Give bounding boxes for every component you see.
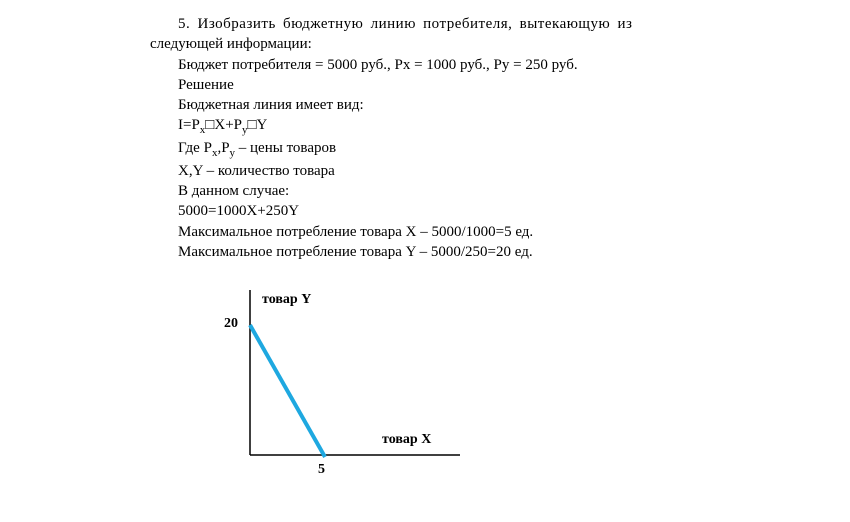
y-tick-20: 20: [224, 316, 238, 332]
formula-part-a: I=P: [178, 117, 200, 133]
solution-line-5: В данном случае:: [150, 181, 780, 201]
given-data: Бюджет потребителя = 5000 руб., Рх = 100…: [150, 55, 780, 75]
x-tick-5: 5: [318, 462, 325, 478]
chart-svg: [190, 280, 530, 490]
where-a: Где P: [178, 140, 212, 156]
formula-part-b: □X+P: [205, 117, 242, 133]
task-line-1: 5. Изобразить бюджетную линию потребител…: [150, 14, 780, 34]
solution-line-7: Максимальное потребление товара X – 5000…: [150, 222, 780, 242]
solution-line-4: X,Y – количество товара: [150, 161, 780, 181]
task-line-2: следующей информации:: [150, 34, 780, 54]
where-c: – цены товаров: [235, 140, 336, 156]
document-body: 5. Изобразить бюджетную линию потребител…: [150, 14, 780, 262]
where-line: Где Px,Py – цены товаров: [150, 138, 780, 161]
task-number: 5.: [178, 16, 190, 32]
task-text-1: Изобразить бюджетную линию потребителя, …: [198, 16, 633, 32]
budget-line-chart: товар Y товар X 20 5: [190, 280, 530, 490]
x-axis-label: товар X: [382, 432, 431, 448]
y-axis-label: товар Y: [262, 292, 311, 308]
budget-line: [250, 325, 325, 457]
where-b: ,P: [217, 140, 229, 156]
solution-heading: Решение: [150, 75, 780, 95]
formula-line: I=Px□X+Py□Y: [150, 115, 780, 138]
formula-part-c: □Y: [248, 117, 268, 133]
solution-line-1: Бюджетная линия имеет вид:: [150, 95, 780, 115]
solution-line-8: Максимальное потребление товара Y – 5000…: [150, 242, 780, 262]
solution-line-6: 5000=1000X+250Y: [150, 201, 780, 221]
